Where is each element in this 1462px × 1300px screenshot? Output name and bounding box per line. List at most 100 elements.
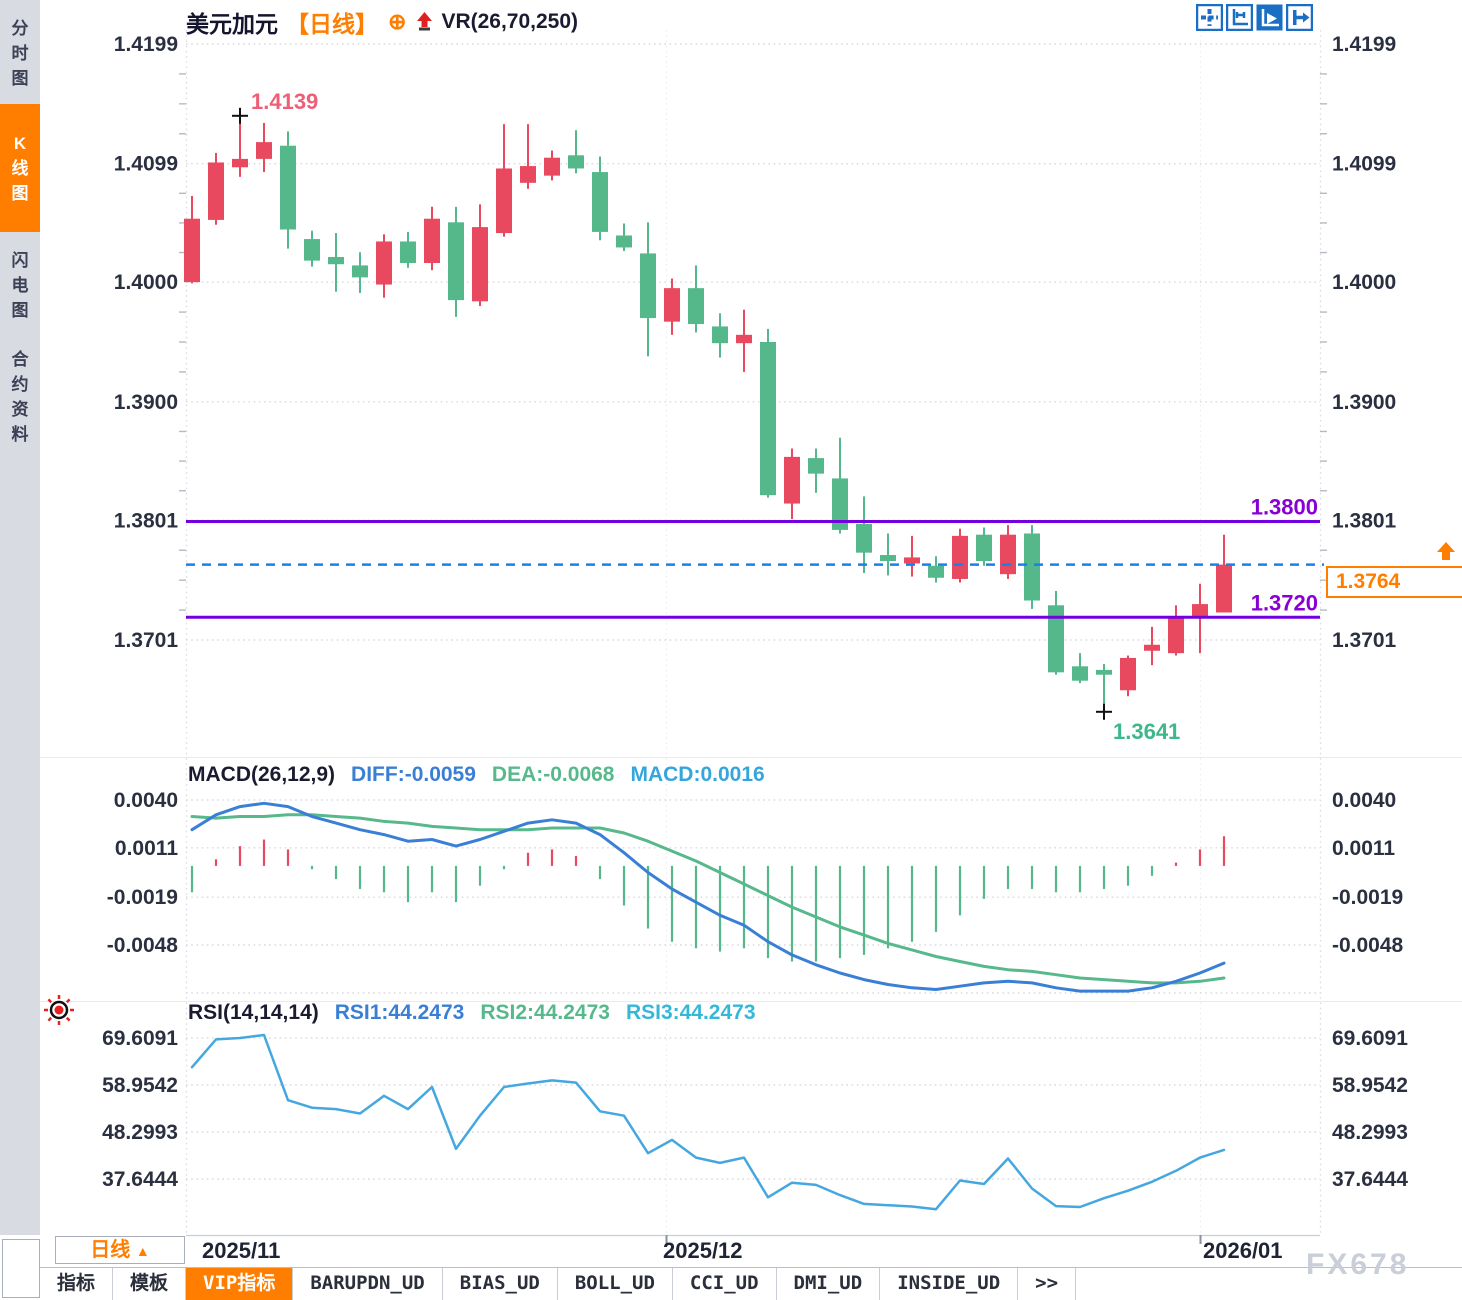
period-tag[interactable]: 【日线】 [286, 11, 378, 37]
chart-toolbar [1196, 4, 1313, 31]
candle-body [1216, 564, 1232, 613]
axis-tick-label-right: 69.6091 [1332, 1027, 1408, 1050]
rsi-header: RSI(14,14,14) RSI1:44.2473 RSI2:44.2473 … [188, 1001, 756, 1025]
candle-body [1024, 533, 1040, 601]
candle-body [208, 162, 224, 220]
axis-tick-label-left: 1.4000 [114, 271, 178, 294]
candle-body [880, 555, 896, 562]
up-arrow-icon [417, 12, 433, 31]
go-to-latest-icon[interactable] [1286, 4, 1313, 31]
axis-range-icon[interactable] [1226, 4, 1253, 31]
axis-tick-label-left: 69.6091 [102, 1027, 178, 1050]
axis-tick-label-right: 0.0040 [1332, 789, 1396, 812]
axis-tick-label-right: 1.3900 [1332, 391, 1396, 414]
candle-body [352, 265, 368, 278]
axis-tick-label-left: 37.6444 [102, 1168, 178, 1191]
axis-tick-label-left: -0.0019 [107, 886, 178, 909]
axis-tick-label-left: 1.3701 [114, 629, 179, 652]
rsi-title: RSI(14,14,14) [188, 1001, 319, 1024]
candle-body [400, 241, 416, 264]
overlay-indicator-label[interactable]: VR(26,70,250) [441, 10, 579, 33]
high-price-label: 1.4139 [251, 89, 318, 114]
indicator-tab-bar: 指标 模板 VIP指标 BARUPDN_UD BIAS_UD BOLL_UD CCI_UD D… [40, 1267, 1462, 1300]
pan-tool-icon[interactable] [1196, 4, 1223, 31]
candle-body [616, 235, 632, 248]
axis-tick-label-right: 1.3701 [1332, 629, 1397, 652]
candle-body [1096, 669, 1112, 675]
candle-body [712, 326, 728, 344]
macd-histogram [190, 836, 1226, 962]
sidebar-item-contract-info[interactable]: 合约资料 [0, 336, 40, 458]
sidebar-item-lightning-chart[interactable]: 闪电图 [0, 238, 40, 332]
axis-tick-label-left: -0.0048 [107, 934, 179, 957]
candle-body [1000, 534, 1016, 575]
tab-dmi-ud[interactable]: DMI_UD [777, 1268, 881, 1300]
tab-vip-indicators[interactable]: VIP指标 [186, 1268, 294, 1300]
tab-cci-ud[interactable]: CCI_UD [673, 1268, 777, 1300]
period-selector-button[interactable]: 日线 ▲ [55, 1236, 185, 1264]
candle-body [328, 257, 344, 265]
macd-title: MACD(26,12,9) [188, 763, 336, 786]
auto-follow-icon[interactable] [1256, 4, 1283, 31]
candle-body [784, 456, 800, 504]
candle-body [1168, 617, 1184, 654]
candle-body [304, 239, 320, 261]
candle-body [808, 458, 824, 474]
axis-tick-label-left: 1.3801 [114, 509, 179, 532]
chevron-up-icon: ▲ [135, 1243, 150, 1259]
candle-body [496, 168, 512, 234]
candle-body [856, 523, 872, 553]
candle-body [1048, 605, 1064, 673]
candle-body [592, 172, 608, 232]
rsi-line [190, 1033, 1226, 1211]
axis-tick-label-left: 0.0011 [115, 837, 178, 860]
add-overlay-icon[interactable]: ⊕ [388, 9, 407, 34]
tab-templates[interactable]: 模板 [113, 1268, 187, 1300]
candle-body [424, 218, 440, 264]
macd-hist-value: MACD:0.0016 [630, 763, 765, 786]
candle-body [1120, 657, 1136, 691]
macd-header: MACD(26,12,9) DIFF:-0.0059 DEA:-0.0068 M… [188, 763, 765, 787]
candle-body [280, 145, 296, 230]
indicator-settings-icon[interactable] [42, 993, 76, 1027]
macd-dea-value: DEA:-0.0068 [491, 763, 615, 786]
candle-body [736, 334, 752, 344]
rsi2-value: RSI2:44.2473 [480, 1001, 610, 1024]
candle-body [760, 342, 776, 496]
candle-body [256, 142, 272, 159]
tab-more[interactable]: >> [1018, 1268, 1077, 1300]
tab-indicators[interactable]: 指标 [40, 1268, 114, 1300]
candle-body [832, 478, 848, 530]
sidebar-item-minute-chart[interactable]: 分时图 [0, 6, 40, 100]
candle-body [472, 227, 488, 302]
axis-tick-label-right: 1.4199 [1332, 33, 1396, 56]
candle-body [520, 166, 536, 183]
axis-tick-label-right: -0.0048 [1332, 934, 1404, 957]
candlestick-series [184, 115, 1232, 712]
axis-tick-label-right: 37.6444 [1332, 1168, 1408, 1191]
axis-tick-label-left: 58.9542 [102, 1074, 178, 1097]
candle-body [904, 557, 920, 564]
price-level-label: 1.3800 [1251, 495, 1318, 520]
axis-tick-label-right: 1.3801 [1332, 509, 1397, 532]
macd-diff-line [190, 801, 1226, 993]
price-level-label: 1.3720 [1251, 590, 1318, 615]
candle-body [976, 534, 992, 562]
tab-bias-ud[interactable]: BIAS_UD [443, 1268, 558, 1300]
candle-body [568, 155, 584, 169]
x-axis-label: 2025/12 [663, 1238, 743, 1263]
axis-tick-label-right: 1.4000 [1332, 271, 1396, 294]
tab-inside-ud[interactable]: INSIDE_UD [880, 1268, 1019, 1300]
tab-barupdn-ud[interactable]: BARUPDN_UD [293, 1268, 443, 1300]
chart-title-bar: 美元加元 【日线】 ⊕ VR(26,70,250) [186, 5, 578, 39]
current-price-box: 1.3764 [1326, 566, 1462, 598]
axis-tick-label-left: 0.0040 [114, 789, 178, 812]
axis-tick-label-right: -0.0019 [1332, 886, 1403, 909]
tab-boll-ud[interactable]: BOLL_UD [558, 1268, 673, 1300]
symbol-title: 美元加元 [186, 11, 278, 37]
axis-tick-label-left: 1.4199 [114, 33, 178, 56]
